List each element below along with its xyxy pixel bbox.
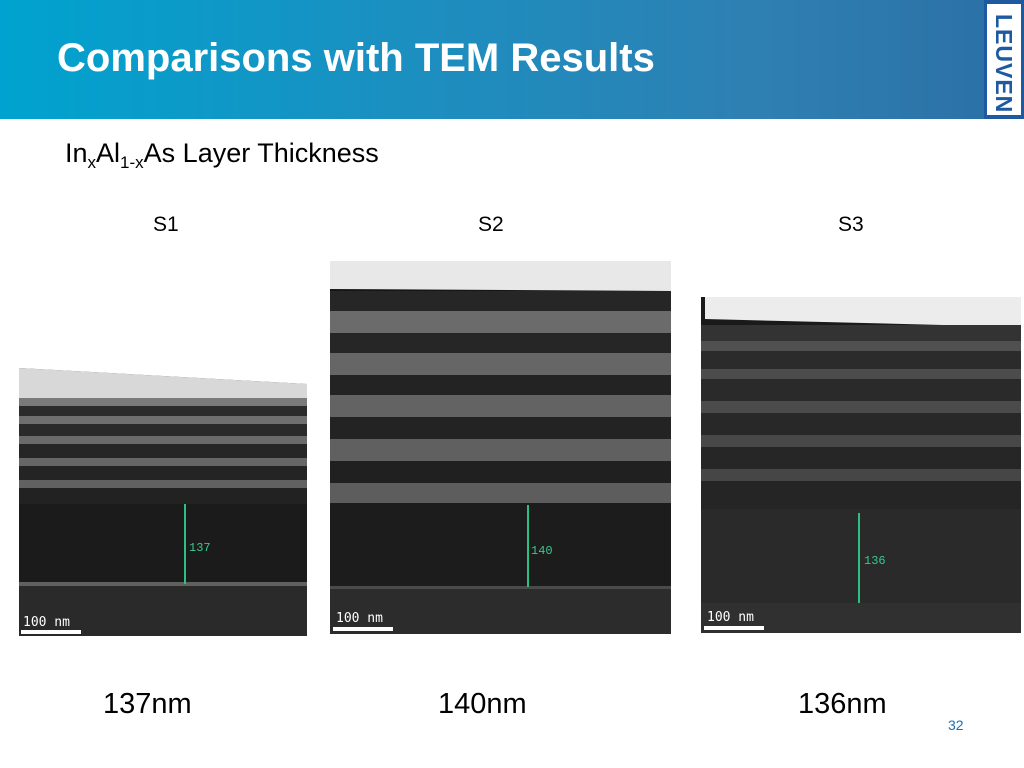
measurement-label-s2: 140 [531, 544, 553, 558]
measurement-label-s3: 136 [864, 554, 886, 568]
subtitle-al: Al [96, 138, 121, 168]
measurement-label-s1: 137 [189, 541, 211, 555]
tem-image-s1: 137 100 nm [19, 368, 307, 636]
section-subtitle: InxAl1-xAs Layer Thickness [65, 138, 379, 173]
title-bar: Comparisons with TEM Results LEUVEN [0, 0, 1024, 119]
tem-background-s3 [701, 297, 1021, 633]
scale-bar-s1 [21, 630, 81, 634]
result-s3: 136nm [798, 688, 887, 720]
measurement-line-s3 [858, 513, 860, 603]
subtitle-in: In [65, 138, 88, 168]
logo-panel: LEUVEN [987, 4, 1021, 115]
logo-wordmark: LEUVEN [991, 14, 1017, 114]
measurement-line-s1 [184, 504, 186, 584]
subtitle-sub-x: x [87, 153, 97, 172]
page-number: 32 [948, 717, 964, 733]
subtitle-rest: As Layer Thickness [143, 138, 379, 168]
result-s1: 137nm [103, 688, 192, 720]
tem-background-s2 [330, 261, 671, 634]
scale-bar-s3 [704, 626, 764, 630]
scale-bar-s2 [333, 627, 393, 631]
scale-bar-label-s1: 100 nm [23, 615, 70, 630]
subtitle-sub-1-x: 1-x [120, 153, 144, 172]
tem-image-s3: 136 100 nm [701, 297, 1021, 633]
scale-bar-label-s2: 100 nm [336, 611, 383, 626]
leuven-logo: LEUVEN [984, 0, 1024, 119]
tem-background-s1 [19, 368, 307, 636]
sample-label-s3: S3 [838, 213, 864, 236]
tem-image-s2: 140 100 nm [330, 261, 671, 634]
sample-label-s1: S1 [153, 213, 179, 236]
slide-title: Comparisons with TEM Results [57, 36, 655, 80]
sample-label-s2: S2 [478, 213, 504, 236]
result-s2: 140nm [438, 688, 527, 720]
scale-bar-label-s3: 100 nm [707, 610, 754, 625]
measurement-line-s2 [527, 505, 529, 587]
